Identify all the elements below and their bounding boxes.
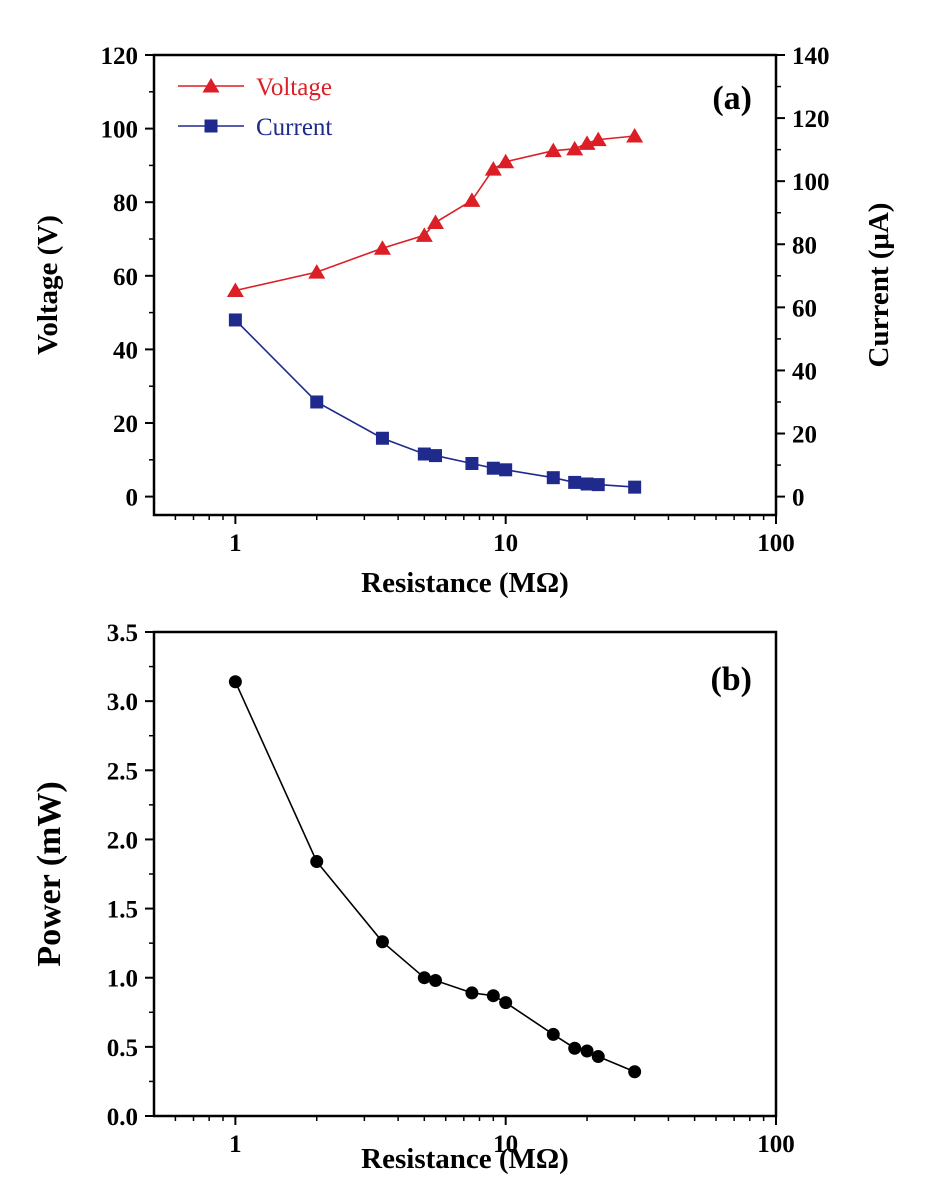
voltage-point (589, 131, 607, 147)
voltage-series-line (235, 135, 635, 292)
y-tick-label-b: 1.0 (107, 966, 138, 993)
power-point (568, 1041, 582, 1055)
voltage-point (463, 192, 481, 207)
voltage-point (373, 240, 391, 255)
y-tick-label-b: 2.5 (107, 758, 138, 785)
y-right-tick-label-a: 120 (792, 106, 830, 133)
y-right-tick-label-a: 100 (792, 169, 830, 196)
current-point (568, 475, 582, 489)
x-tick-label-b: 100 (757, 1131, 795, 1158)
y-right-tick-label-a: 40 (792, 358, 817, 385)
y-tick-label-b: 0.5 (107, 1035, 138, 1062)
x-tick-label-a: 1 (229, 530, 242, 557)
current-point (628, 480, 642, 494)
current-point (580, 477, 594, 491)
x-tick-label-a: 100 (757, 530, 795, 557)
voltage-point (484, 161, 502, 176)
voltage-point (544, 142, 562, 158)
y-right-tick-label-a: 60 (792, 295, 817, 322)
y-tick-label-b: 3.5 (107, 620, 138, 647)
current-point (591, 478, 605, 492)
y-tick-label-a: 60 (113, 264, 138, 291)
x-tick-label-b: 1 (229, 1131, 242, 1158)
series-group-b (228, 675, 642, 1079)
current-point (375, 431, 389, 445)
plot-frame-b (152, 630, 778, 1118)
legend-label-voltage: Voltage (256, 74, 332, 101)
y-right-tick-label-a: 20 (792, 422, 817, 449)
current-point (465, 456, 479, 470)
y-tick-label-a: 80 (113, 190, 138, 217)
power-point (580, 1044, 594, 1058)
y-right-tick-label-a: 0 (792, 485, 805, 512)
voltage-point (626, 127, 644, 143)
legend-label-current: Current (256, 114, 332, 141)
y-tick-label-a: 40 (113, 337, 138, 364)
y-axis-title-b: Power (mW) (31, 781, 68, 966)
power-point (486, 989, 500, 1003)
y-axis-right-title-a: Current (μA) (863, 203, 895, 368)
voltage-point (578, 135, 596, 150)
tick-group-b: 1 10 100 0.0 0.5 1.0 1.5 2.0 2.5 3.0 3.5 (107, 620, 795, 1158)
chart-panel-a: 1 10 100020406080100120020406080100120140 … (32, 43, 895, 599)
power-point (591, 1050, 605, 1064)
power-point (228, 675, 242, 689)
power-point (499, 996, 513, 1010)
legend-marker-current (204, 119, 218, 133)
panel-label-a: (a) (712, 80, 752, 117)
current-point (228, 313, 242, 327)
y-tick-label-b: 1.5 (107, 897, 138, 924)
current-point (310, 395, 324, 409)
legend-marker-voltage (202, 78, 220, 93)
y-tick-label-b: 3.0 (107, 689, 138, 716)
current-point (417, 447, 431, 461)
chart-panel-b: 1 10 100 0.0 0.5 1.0 1.5 2.0 2.5 3.0 3.5 (b) Resis… (31, 620, 795, 1175)
x-tick-label-a: 10 (493, 530, 518, 557)
voltage-point (497, 153, 515, 169)
power-point (417, 971, 431, 985)
voltage-point (226, 282, 244, 298)
y-tick-label-b: 0.0 (107, 1104, 138, 1131)
y-tick-label-a: 20 (113, 411, 138, 438)
current-point (546, 471, 560, 485)
power-point (628, 1065, 642, 1079)
current-point (486, 461, 500, 475)
tick-group-a: 1 10 100 0 20 40 60 80 100 120 0 20 40 60 80 100 120 140 (101, 43, 830, 557)
power-point (375, 935, 389, 949)
voltage-point (308, 264, 326, 279)
voltage-point (566, 140, 584, 156)
power-point (310, 855, 324, 869)
legend-a: Voltage Current (178, 74, 332, 141)
y-tick-label-a: 120 (101, 43, 139, 70)
y-tick-label-a: 100 (101, 117, 139, 144)
y-right-tick-label-a: 80 (792, 232, 817, 259)
plot-frame-a (152, 53, 778, 517)
power-point (465, 986, 479, 1000)
x-tick-label-b: 10 (493, 1131, 518, 1158)
y-right-tick-label-a: 140 (792, 43, 830, 70)
voltage-point (415, 227, 433, 242)
y-tick-label-a: 0 (126, 485, 139, 512)
series-group-a (226, 127, 644, 494)
current-point (499, 463, 513, 477)
x-axis-title-a: Resistance (MΩ) (361, 567, 569, 599)
y-tick-label-b: 2.0 (107, 827, 138, 854)
power-point (429, 973, 443, 987)
panel-label-b: (b) (710, 661, 752, 698)
power-series-line (234, 681, 636, 1073)
x-axis-title-b: Resistance (MΩ) (361, 1143, 569, 1175)
y-axis-title-a: Voltage (V) (32, 215, 64, 355)
power-point (546, 1027, 560, 1041)
current-point (429, 449, 443, 463)
voltage-point (427, 214, 445, 229)
